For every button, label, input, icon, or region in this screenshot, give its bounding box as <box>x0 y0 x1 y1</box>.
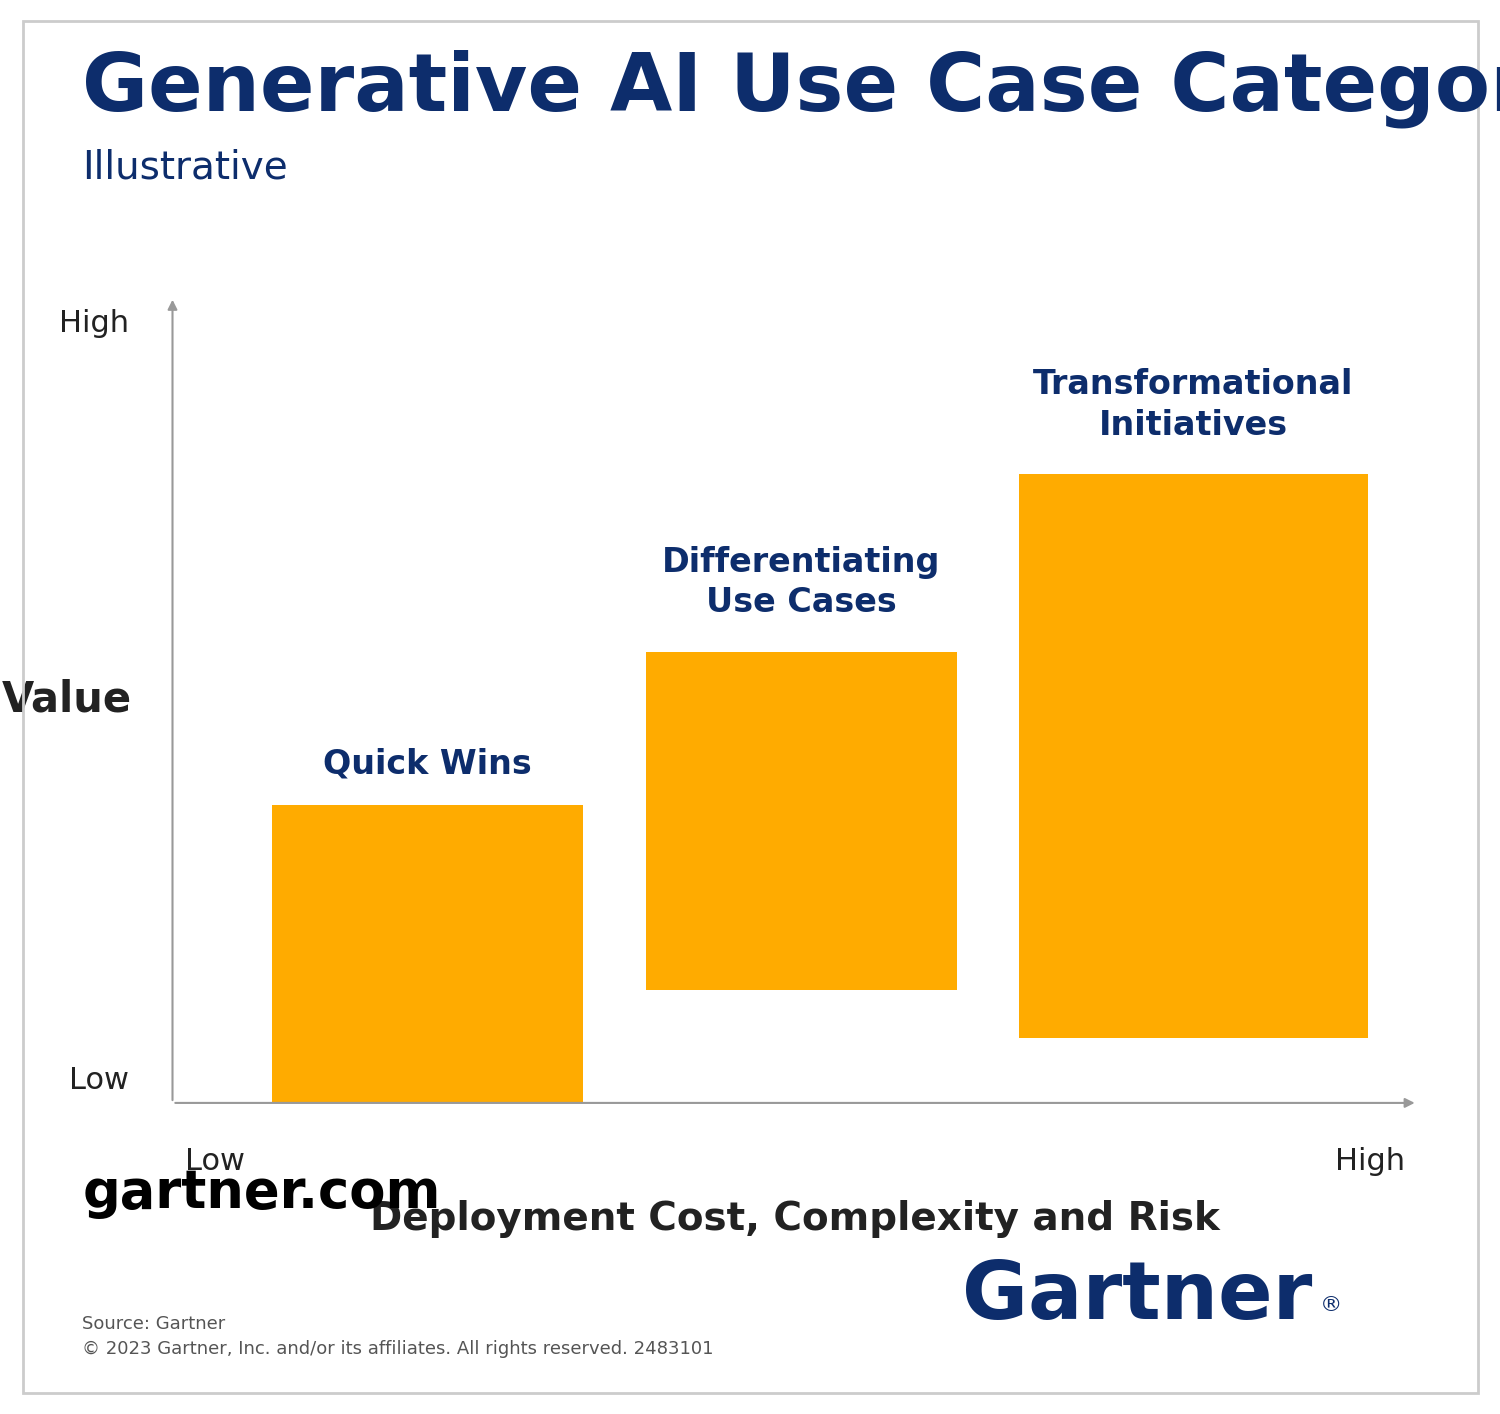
Text: High: High <box>1335 1147 1406 1176</box>
Bar <box>272 805 584 1103</box>
Text: gartner.com: gartner.com <box>82 1167 441 1219</box>
Text: Illustrative: Illustrative <box>82 148 288 187</box>
Text: Differentiating
Use Cases: Differentiating Use Cases <box>662 546 940 619</box>
Text: Low: Low <box>184 1147 244 1176</box>
Text: High: High <box>58 310 129 338</box>
Text: Generative AI Use Case Categories: Generative AI Use Case Categories <box>82 49 1500 129</box>
Text: Source: Gartner: Source: Gartner <box>82 1315 225 1333</box>
Text: Transformational
Initiatives: Transformational Initiatives <box>1034 368 1353 443</box>
Text: Quick Wins: Quick Wins <box>324 748 532 781</box>
Text: Low: Low <box>69 1066 129 1094</box>
Text: ®: ® <box>1320 1295 1342 1315</box>
Bar <box>645 652 957 990</box>
Text: Deployment Cost, Complexity and Risk: Deployment Cost, Complexity and Risk <box>370 1199 1220 1237</box>
Text: Value: Value <box>2 679 132 721</box>
Text: © 2023 Gartner, Inc. and/or its affiliates. All rights reserved. 2483101: © 2023 Gartner, Inc. and/or its affiliat… <box>82 1340 714 1359</box>
Text: Gartner: Gartner <box>962 1258 1312 1336</box>
Bar <box>1019 474 1368 1038</box>
